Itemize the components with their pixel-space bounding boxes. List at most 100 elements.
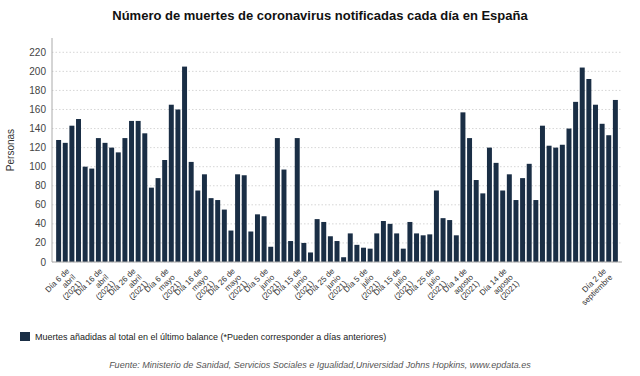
- bar: [268, 247, 273, 262]
- bar: [441, 218, 446, 262]
- bar: [301, 243, 306, 262]
- bar: [83, 167, 88, 262]
- bar: [460, 112, 465, 262]
- bar: [235, 174, 240, 262]
- bar: [354, 245, 359, 262]
- bar: [414, 233, 419, 262]
- bar: [255, 214, 260, 262]
- bar: [374, 233, 379, 262]
- bar: [407, 222, 412, 262]
- bar: [248, 231, 253, 262]
- y-axis-line: [52, 38, 53, 262]
- source: Fuente: Ministerio de Sanidad, Servicios…: [109, 360, 531, 370]
- x-tick-label: Día 14 deagosto(2021): [478, 266, 522, 310]
- y-tick-label: 220: [29, 47, 46, 58]
- bar: [586, 79, 591, 262]
- grid-line: [52, 90, 622, 91]
- bar: [149, 188, 154, 262]
- bar: [109, 148, 114, 262]
- y-tick-label: 20: [35, 237, 47, 248]
- bar: [361, 248, 366, 262]
- y-tick-label: 160: [29, 104, 46, 115]
- bar: [507, 174, 512, 262]
- y-axis-label: Personas: [5, 129, 16, 171]
- x-axis-line: [52, 262, 622, 263]
- bars: [56, 67, 618, 262]
- x-ticks: Día 6 deabril(2021)Día 16 deabril(2021)D…: [43, 266, 614, 310]
- bar: [454, 235, 459, 262]
- bar: [606, 135, 611, 262]
- bar: [215, 200, 220, 262]
- bar: [308, 252, 313, 262]
- bar: [136, 121, 141, 262]
- y-ticks: 020406080100120140160180200220: [29, 47, 46, 268]
- bar: [580, 68, 585, 262]
- bar: [175, 109, 180, 262]
- bar: [434, 191, 439, 262]
- x-tick-label: Día 2 deseptiembre: [574, 266, 615, 307]
- y-tick-label: 140: [29, 123, 46, 134]
- bar: [600, 124, 605, 262]
- bar: [573, 102, 578, 262]
- bar: [169, 105, 174, 262]
- bar: [295, 138, 300, 262]
- bar: [228, 231, 233, 262]
- bar: [401, 249, 406, 262]
- bar: [348, 233, 353, 262]
- bar: [613, 100, 618, 262]
- grid: [52, 52, 622, 262]
- bar: [513, 200, 518, 262]
- bar: [381, 221, 386, 262]
- grid-line: [52, 52, 622, 53]
- bar: [195, 191, 200, 262]
- bar: [520, 178, 525, 262]
- bar: [189, 162, 194, 262]
- bar: [142, 133, 147, 262]
- bar: [262, 216, 267, 262]
- legend-label: Muertes añadidas al total en el último b…: [35, 332, 386, 342]
- grid-line: [52, 71, 622, 72]
- y-tick-label: 80: [35, 180, 47, 191]
- y-tick-label: 100: [29, 161, 46, 172]
- grid-line: [52, 109, 622, 110]
- bar: [566, 129, 571, 262]
- bar: [242, 175, 247, 262]
- bar: [553, 148, 558, 262]
- bar: [162, 160, 167, 262]
- bar: [209, 198, 214, 262]
- bar: [480, 193, 485, 262]
- bar: [540, 126, 545, 262]
- bar: [69, 126, 74, 262]
- bar: [421, 235, 426, 262]
- y-tick-label: 40: [35, 218, 47, 229]
- bar: [494, 163, 499, 262]
- bar: [275, 138, 280, 262]
- bar: [388, 224, 393, 262]
- bar: [487, 148, 492, 262]
- bar: [288, 241, 293, 262]
- bar: [56, 140, 61, 262]
- bar: [281, 170, 286, 262]
- y-tick-label: 60: [35, 199, 47, 210]
- bar: [156, 178, 161, 262]
- bar: [341, 257, 346, 262]
- chart: Número de muertes de coronavirus notific…: [0, 0, 640, 376]
- bar: [63, 143, 68, 262]
- legend: Muertes añadidas al total en el último b…: [20, 332, 386, 342]
- bar: [593, 105, 598, 262]
- bar: [202, 174, 207, 262]
- bar: [427, 234, 432, 262]
- bar: [447, 220, 452, 262]
- bar: [560, 145, 565, 262]
- bar: [527, 164, 532, 262]
- x-tick-label: Día 4 deagosto(2021): [441, 266, 482, 307]
- bar: [474, 180, 479, 262]
- bar: [547, 146, 552, 262]
- bar: [129, 121, 134, 262]
- legend-swatch: [20, 332, 30, 341]
- bar: [321, 222, 326, 262]
- y-tick-label: 200: [29, 66, 46, 77]
- bar: [182, 67, 187, 262]
- bar: [103, 143, 108, 262]
- bar: [89, 169, 94, 262]
